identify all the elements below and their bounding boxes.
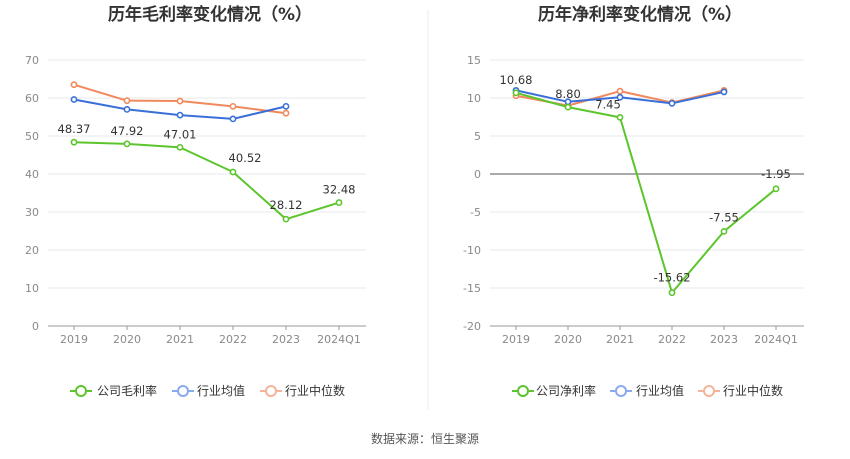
legend-label: 行业均值	[636, 383, 684, 398]
y-tick-label: 20	[25, 244, 39, 257]
data-label: 47.01	[164, 127, 197, 141]
legend-marker	[703, 385, 715, 397]
x-tick-label: 2021	[606, 333, 634, 346]
x-tick-label: 2020	[554, 333, 582, 346]
data-point	[772, 185, 780, 193]
data-point	[229, 115, 237, 123]
y-tick-label: 70	[25, 54, 39, 67]
legend-label: 公司毛利率	[97, 383, 157, 398]
data-label: 8.80	[555, 87, 581, 101]
x-tick-label: 2021	[166, 333, 194, 346]
data-label: -15.62	[653, 271, 690, 285]
y-tick-label: -10	[463, 244, 481, 257]
x-tick-label: 2019	[60, 333, 88, 346]
data-point	[176, 111, 184, 119]
y-tick-label: 60	[25, 92, 39, 105]
data-point	[720, 88, 728, 96]
x-tick-label: 2020	[113, 333, 141, 346]
data-point	[123, 106, 131, 113]
data-label: 48.37	[58, 122, 91, 136]
data-point	[229, 102, 237, 110]
x-tick-label: 2024Q1	[754, 333, 798, 346]
y-tick-label: 0	[474, 168, 481, 181]
x-tick-label: 2023	[272, 333, 300, 346]
data-label: 40.52	[229, 151, 262, 165]
x-tick-label: 2023	[710, 333, 738, 346]
data-point	[70, 96, 78, 103]
legend-label: 行业均值	[197, 383, 245, 398]
y-tick-label: 30	[25, 206, 39, 219]
data-point	[229, 168, 237, 176]
data-label: -1.95	[761, 167, 791, 181]
x-tick-label: 2022	[219, 333, 247, 346]
legend-label: 公司净利率	[536, 383, 596, 398]
data-point	[335, 199, 343, 206]
legend-marker	[265, 385, 277, 397]
x-tick-label: 2022	[658, 333, 686, 346]
gross-margin-chart: 历年毛利率变化情况（%） 0 10 20 30 40 50 60 70 2019 2020 2021 2…	[25, 4, 366, 398]
data-point	[282, 215, 290, 223]
legend-marker	[615, 385, 627, 397]
data-point	[176, 97, 184, 105]
chart-title: 历年毛利率变化情况（%）	[108, 4, 312, 25]
y-tick-label: 15	[467, 54, 481, 67]
x-tick-label: 2024Q1	[317, 333, 361, 346]
y-tick-label: 40	[25, 168, 39, 181]
data-point	[282, 102, 290, 110]
y-tick-label: 50	[25, 130, 39, 143]
legend-label: 行业中位数	[723, 383, 783, 398]
y-tick-label: -15	[463, 282, 481, 295]
data-point	[668, 99, 676, 107]
legend-label: 行业中位数	[285, 383, 345, 398]
data-label: 28.12	[270, 198, 303, 212]
data-point	[176, 143, 184, 151]
data-point	[564, 103, 572, 111]
y-tick-label: 10	[467, 92, 481, 105]
y-tick-label: -5	[470, 206, 481, 219]
data-point	[616, 87, 624, 95]
y-tick-label: 10	[25, 282, 39, 295]
data-label: 47.92	[111, 124, 144, 138]
chart-title: 历年净利率变化情况（%）	[538, 4, 742, 25]
data-point	[123, 140, 131, 148]
legend-marker	[75, 385, 87, 397]
data-point	[70, 138, 78, 146]
y-tick-label: 5	[474, 130, 481, 143]
series-line-0	[73, 141, 340, 221]
data-point	[282, 109, 290, 117]
series-line-0	[515, 91, 777, 294]
data-point	[512, 89, 520, 97]
data-label: 7.45	[595, 97, 621, 111]
data-point	[720, 227, 728, 235]
data-point	[70, 81, 78, 89]
data-point	[616, 113, 624, 121]
net-margin-chart: 历年净利率变化情况（%） -20 -15 -10 -5 0 5 10 15 2019 2020 202…	[463, 4, 804, 398]
data-point	[616, 93, 624, 101]
legend-marker	[177, 385, 189, 397]
data-point	[123, 97, 131, 105]
y-tick-label: -20	[463, 320, 481, 333]
data-label: -7.55	[709, 210, 739, 224]
source-label: 数据来源：恒生聚源	[371, 431, 479, 446]
y-tick-label: 0	[32, 320, 39, 333]
legend-marker	[517, 385, 529, 397]
data-label: 32.48	[323, 183, 356, 197]
data-point	[668, 289, 676, 297]
data-label: 10.68	[500, 73, 533, 87]
x-tick-label: 2019	[502, 333, 530, 346]
